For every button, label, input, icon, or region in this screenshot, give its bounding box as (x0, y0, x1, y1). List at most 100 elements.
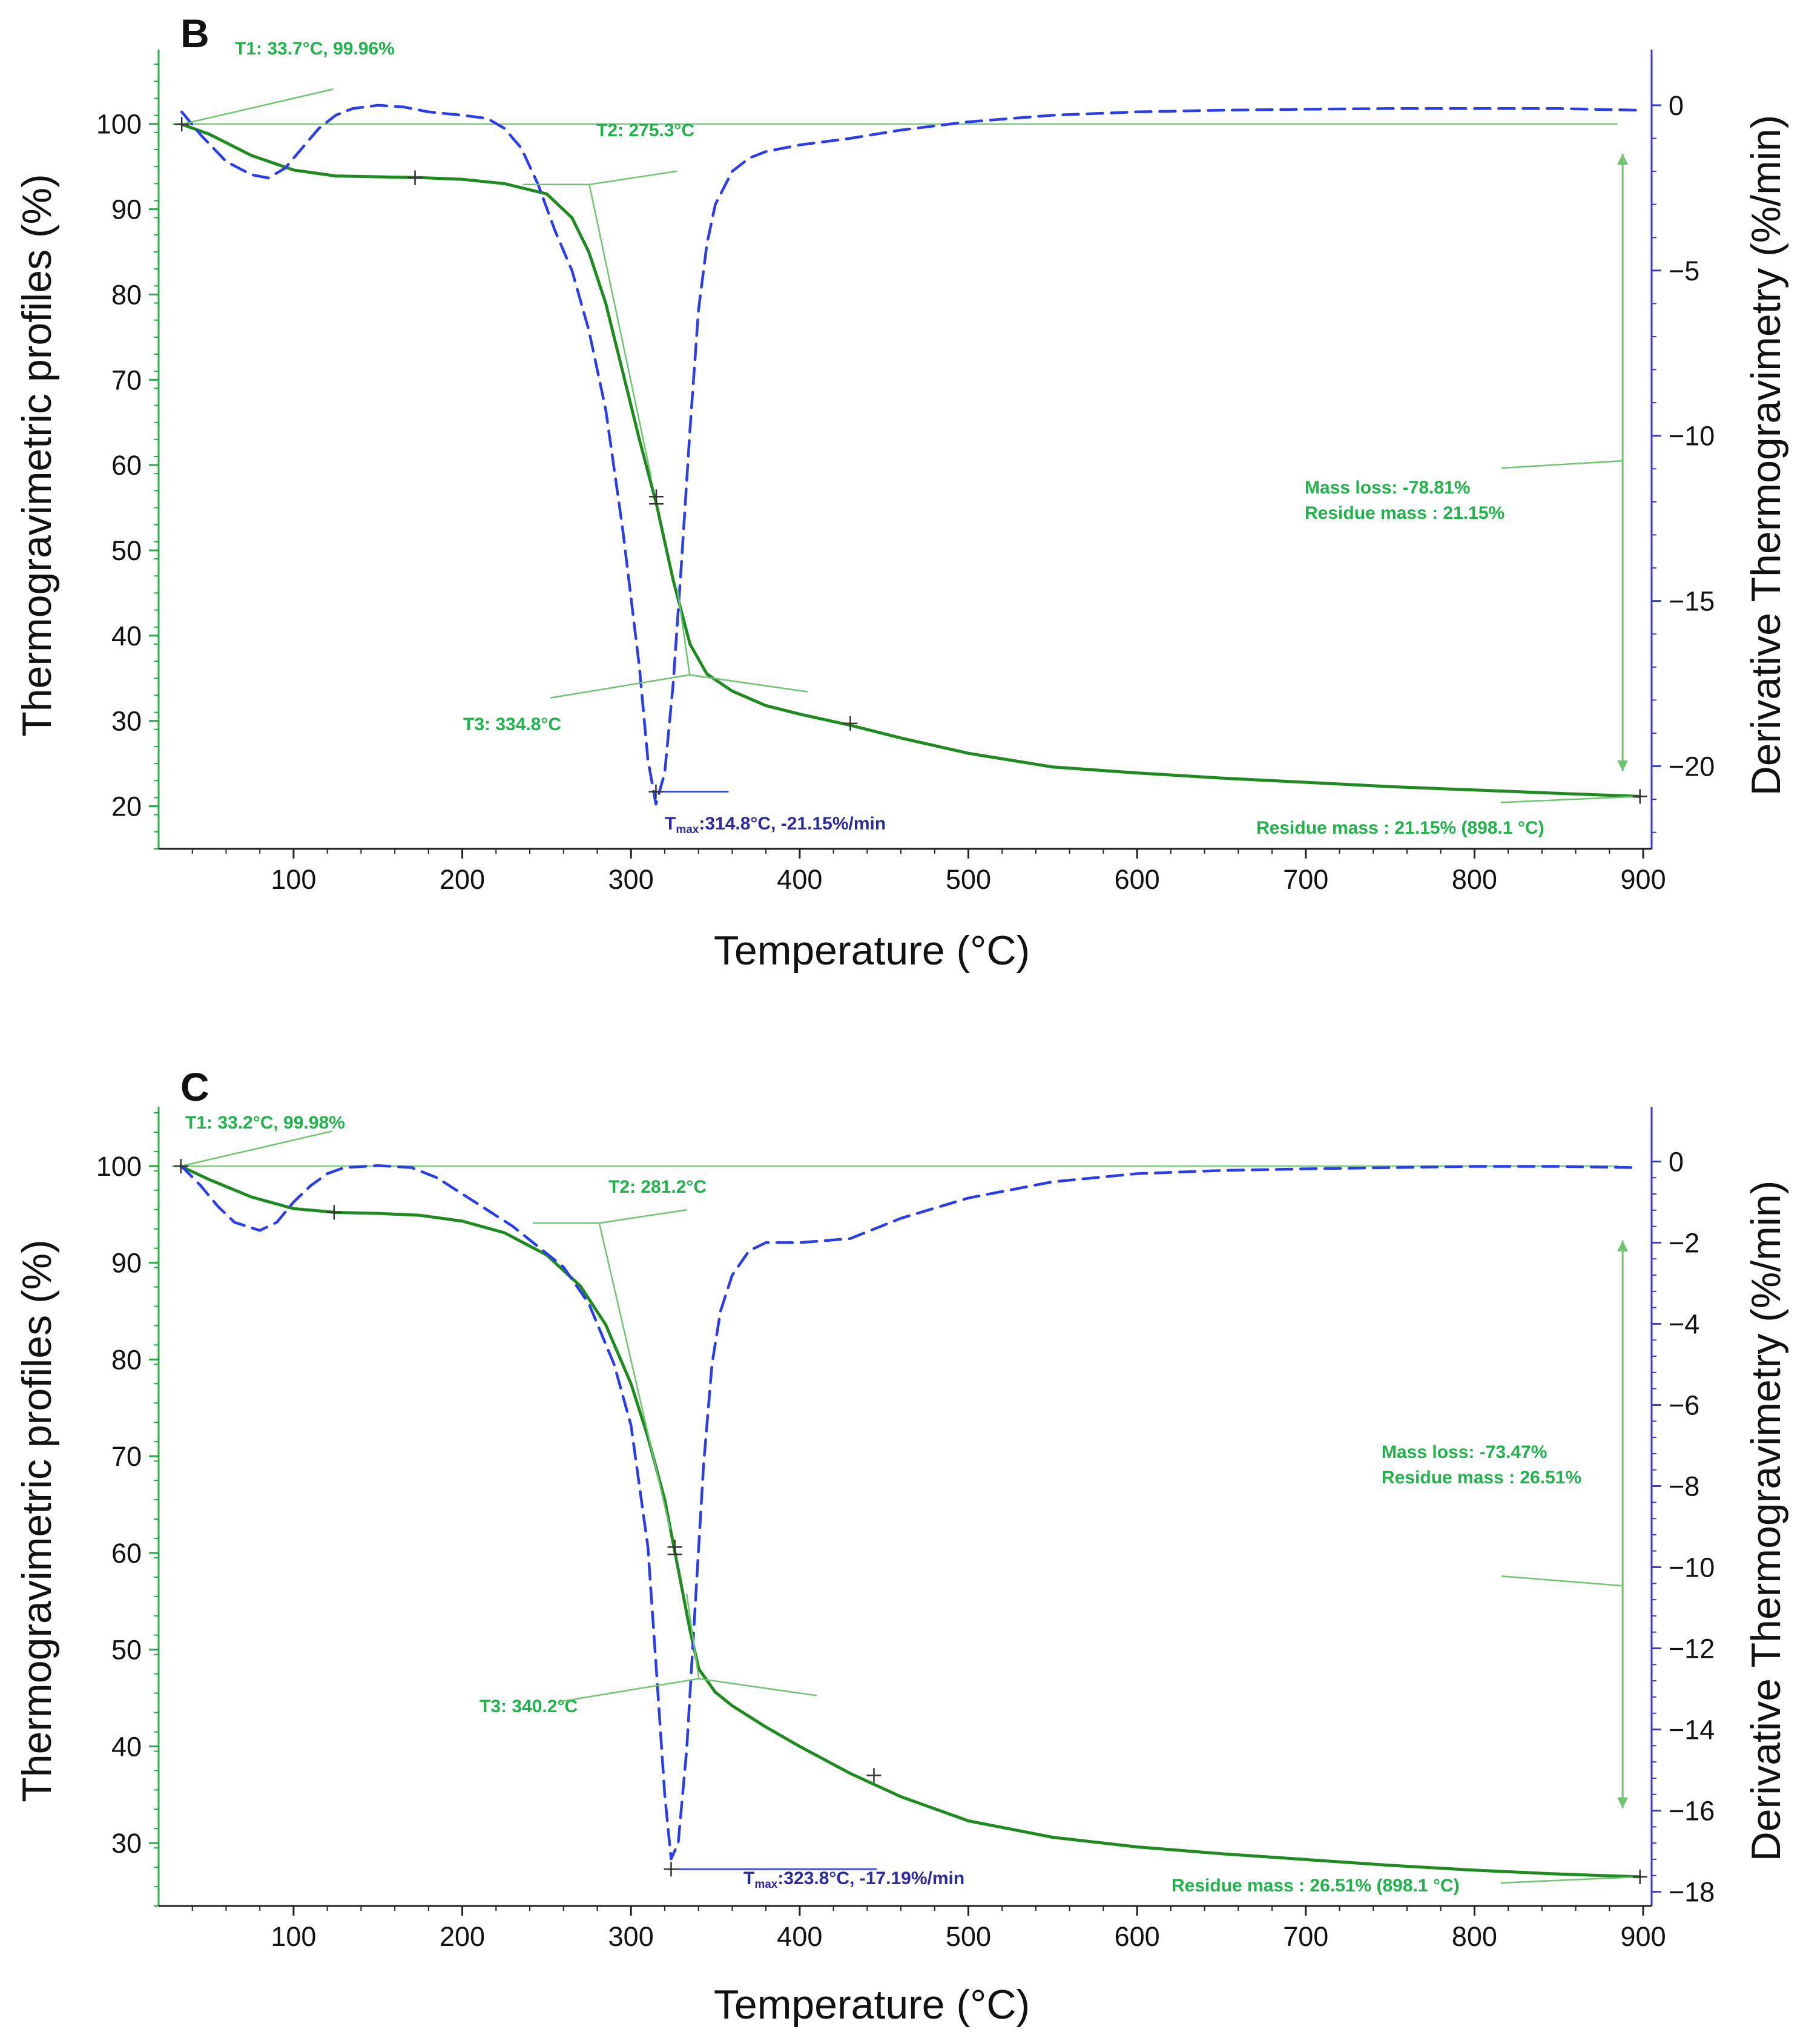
marker-after (866, 1768, 882, 1783)
x-tick-label: 600 (1115, 1921, 1160, 1952)
mass-loss-arrow-head-top (1617, 1240, 1629, 1251)
y-tick-label: 80 (111, 1344, 142, 1375)
x-tick-label: 700 (1283, 1921, 1328, 1952)
x-tick-label: 200 (440, 1921, 485, 1952)
x-tick-label: 300 (608, 1921, 654, 1952)
y2-tick-label: −10 (1669, 421, 1715, 452)
marker-tmax (664, 1862, 679, 1877)
x-axis-title: Temperature (°C) (714, 928, 1030, 974)
y-tick-label: 90 (111, 194, 142, 225)
t3-tangent-right (689, 674, 808, 693)
t2-tangent (588, 184, 653, 479)
residue-leader (1500, 1876, 1640, 1884)
y2-tick-label: 0 (1669, 1146, 1684, 1177)
residue-final-label: Residue mass : 21.15% (898.1 °C) (1256, 818, 1544, 838)
t2-leader (589, 170, 677, 185)
x-tick-label: 100 (271, 1921, 316, 1952)
axes: 100 200 300 400 500 600 700 800 9002030405060708… (96, 50, 1715, 895)
t2-label: T2: 275.3°C (596, 120, 694, 140)
y2-tick-label: −18 (1669, 1877, 1715, 1908)
t3-label: T3: 340.2°C (480, 1696, 578, 1716)
annotation-layer: T1: 33.2°C, 99.98% T2: 281.2°C T3: 340.2… (173, 1113, 1647, 1896)
mass-loss-arrow-head-bottom (1617, 1797, 1629, 1808)
series-layer (180, 104, 1642, 806)
mass-loss-label: Mass loss: -78.81% (1305, 478, 1470, 498)
x-tick-label: 600 (1115, 864, 1160, 895)
t3-label: T3: 334.8°C (463, 714, 561, 734)
y2-tick-label: −15 (1669, 586, 1715, 617)
tmax-label: Tmax:314.8°C, -21.15%/min (665, 814, 886, 836)
y2-tick-label: −6 (1669, 1390, 1699, 1420)
y-tick-label: 20 (111, 791, 142, 822)
y2-tick-label: −4 (1669, 1308, 1699, 1339)
y-tick-label: 80 (111, 279, 142, 310)
x-tick-label: 100 (271, 864, 316, 895)
panel-label: B (180, 11, 209, 56)
tmax-label-sub: max (754, 1878, 777, 1891)
t3-tangent (676, 590, 691, 675)
y-tick-label: 40 (111, 621, 142, 651)
residue-leader (1500, 796, 1640, 803)
mass-loss-label: Mass loss: -73.47% (1382, 1442, 1547, 1462)
y-tick-label: 30 (111, 706, 142, 737)
marker-tmax (648, 784, 664, 799)
y2-tick-label: 0 (1669, 90, 1684, 121)
y-tick-label: 70 (111, 1441, 142, 1472)
chart-panel-b: B 100 200 300 400 500 600 700 800 90020304050607… (14, 11, 1789, 974)
dtg-curve (180, 104, 1641, 806)
t3-tangent (685, 1594, 700, 1679)
x-axis-title: Temperature (°C) (714, 1982, 1030, 2028)
x-tick-label: 900 (1621, 864, 1666, 895)
y-tick-label: 40 (111, 1731, 142, 1762)
mass-loss-arrow-head-bottom (1617, 760, 1629, 771)
marker-t1 (174, 117, 189, 132)
y-tick-label: 90 (111, 1248, 142, 1279)
residue-final-label: Residue mass : 26.51% (898.1 °C) (1172, 1876, 1460, 1896)
y2-axis-title: Derivative Thermogravimetry (%/min) (1743, 115, 1789, 796)
y-tick-label: 30 (111, 1828, 142, 1859)
marker-end (1632, 1869, 1647, 1884)
residue-mass-label: Residue mass : 21.15% (1305, 503, 1504, 523)
tga-curve (180, 122, 1642, 798)
y2-tick-label: −20 (1669, 751, 1715, 782)
x-tick-label: 800 (1452, 1921, 1497, 1952)
x-tick-label: 900 (1621, 1921, 1666, 1952)
tmax-label-value: :323.8°C, -17.19%/min (777, 1868, 964, 1888)
x-tick-label: 400 (777, 864, 822, 895)
y-tick-label: 50 (111, 1635, 142, 1666)
y2-tick-label: −2 (1669, 1227, 1699, 1258)
t2-tangent (598, 1222, 671, 1529)
y2-tick-label: −5 (1669, 256, 1699, 286)
marker-after (843, 716, 858, 731)
y2-tick-label: −16 (1669, 1796, 1715, 1827)
mass-loss-arrow-head-top (1617, 153, 1629, 165)
marker-knee (326, 1205, 341, 1220)
x-tick-label: 700 (1283, 864, 1328, 895)
y-tick-label: 60 (111, 450, 142, 481)
tmax-label-sub: max (676, 823, 699, 836)
tga-curve (179, 1164, 1642, 1879)
t3-leader (559, 1678, 699, 1703)
y2-tick-label: −14 (1669, 1715, 1715, 1746)
marker-knee (407, 170, 423, 185)
t1-label: T1: 33.2°C, 99.98% (185, 1113, 345, 1133)
mass-loss-leader (1501, 1575, 1623, 1587)
t3-leader (550, 674, 690, 699)
x-tick-label: 800 (1452, 864, 1497, 895)
axes: 100 200 300 400 500 600 700 800 9003040506070809… (96, 1107, 1715, 1952)
x-tick-label: 300 (608, 864, 654, 895)
tmax-label-prefix: T (743, 1868, 754, 1888)
marker-mid (649, 489, 664, 504)
x-tick-label: 400 (777, 1921, 822, 1952)
tmax-label-value: :314.8°C, -21.15%/min (699, 814, 886, 834)
dtg-curve (179, 1164, 1636, 1861)
y-axis-title: Thermogravimetric profiles (%) (14, 174, 60, 737)
annotation-layer: T1: 33.7°C, 99.96% T2: 275.3°C T3: 334.8… (174, 39, 1647, 838)
series-layer (179, 1164, 1642, 1879)
panel-label: C (180, 1064, 209, 1109)
x-tick-label: 500 (946, 864, 991, 895)
y-axis-title: Thermogravimetric profiles (%) (14, 1239, 60, 1802)
y-tick-label: 60 (111, 1538, 142, 1569)
x-tick-label: 200 (440, 864, 485, 895)
